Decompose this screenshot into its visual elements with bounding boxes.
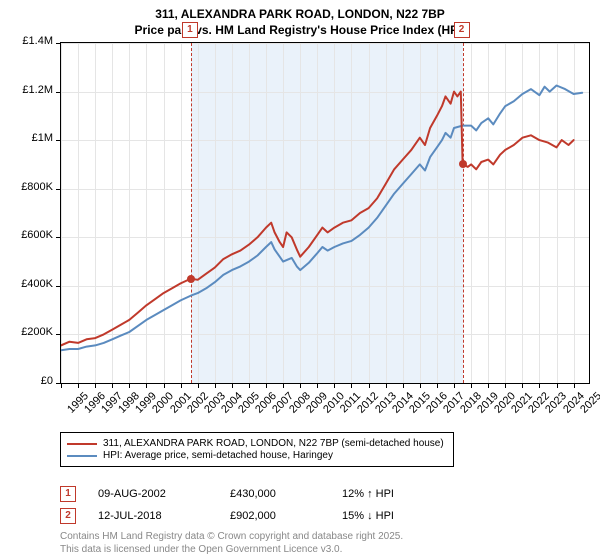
y-axis-label: £200K	[5, 326, 53, 338]
sale-price-2: £902,000	[230, 510, 320, 522]
x-tick	[266, 383, 267, 388]
x-tick	[95, 383, 96, 388]
x-tick	[454, 383, 455, 388]
x-tick	[61, 383, 62, 388]
sale-row-1: 1 09-AUG-2002 £430,000 12% ↑ HPI	[60, 486, 394, 502]
x-tick	[437, 383, 438, 388]
x-tick	[488, 383, 489, 388]
sale-row-badge-2: 2	[60, 508, 76, 524]
legend-label-hpi: HPI: Average price, semi-detached house,…	[103, 450, 333, 461]
x-tick	[403, 383, 404, 388]
y-axis-label: £0	[5, 375, 53, 387]
x-tick	[112, 383, 113, 388]
y-axis-label: £1M	[5, 132, 53, 144]
footer-attribution: Contains HM Land Registry data © Crown c…	[60, 530, 403, 556]
legend-row-hpi: HPI: Average price, semi-detached house,…	[67, 450, 447, 461]
x-tick	[129, 383, 130, 388]
sale-date-2: 12-JUL-2018	[98, 510, 208, 522]
sale-date-1: 09-AUG-2002	[98, 488, 208, 500]
x-tick	[317, 383, 318, 388]
legend-swatch-price_paid	[67, 443, 97, 445]
sale-delta-2: 15% ↓ HPI	[342, 510, 394, 522]
x-tick	[146, 383, 147, 388]
footer-line-1: Contains HM Land Registry data © Crown c…	[60, 530, 403, 543]
sale-row-badge-1: 1	[60, 486, 76, 502]
x-tick	[351, 383, 352, 388]
x-tick	[539, 383, 540, 388]
x-tick	[557, 383, 558, 388]
x-tick	[164, 383, 165, 388]
x-tick	[522, 383, 523, 388]
x-tick	[283, 383, 284, 388]
footer-line-2: This data is licensed under the Open Gov…	[60, 543, 403, 556]
x-tick	[471, 383, 472, 388]
x-tick	[420, 383, 421, 388]
x-tick	[369, 383, 370, 388]
x-tick	[334, 383, 335, 388]
sale-price-1: £430,000	[230, 488, 320, 500]
legend-row-price_paid: 311, ALEXANDRA PARK ROAD, LONDON, N22 7B…	[67, 438, 447, 449]
x-tick	[232, 383, 233, 388]
sale-delta-1: 12% ↑ HPI	[342, 488, 394, 500]
sale-marker-badge-2: 2	[454, 22, 470, 38]
series-price_paid	[61, 92, 574, 346]
legend: 311, ALEXANDRA PARK ROAD, LONDON, N22 7B…	[60, 432, 454, 467]
title-line-2: Price paid vs. HM Land Registry's House …	[0, 22, 600, 38]
x-tick	[198, 383, 199, 388]
x-tick	[505, 383, 506, 388]
x-tick	[78, 383, 79, 388]
title-line-1: 311, ALEXANDRA PARK ROAD, LONDON, N22 7B…	[0, 6, 600, 22]
x-tick	[574, 383, 575, 388]
legend-label-price_paid: 311, ALEXANDRA PARK ROAD, LONDON, N22 7B…	[103, 438, 444, 449]
x-tick	[215, 383, 216, 388]
chart-plot-area	[60, 42, 590, 384]
y-axis-label: £1.2M	[5, 84, 53, 96]
sale-row-2: 2 12-JUL-2018 £902,000 15% ↓ HPI	[60, 508, 394, 524]
y-axis-label: £1.4M	[5, 35, 53, 47]
chart-svg	[61, 43, 589, 383]
legend-swatch-hpi	[67, 455, 97, 457]
x-tick	[249, 383, 250, 388]
x-tick	[386, 383, 387, 388]
sale-marker-badge-1: 1	[182, 22, 198, 38]
y-axis-label: £800K	[5, 181, 53, 193]
y-axis-label: £600K	[5, 229, 53, 241]
x-tick	[300, 383, 301, 388]
x-tick	[181, 383, 182, 388]
y-axis-label: £400K	[5, 278, 53, 290]
